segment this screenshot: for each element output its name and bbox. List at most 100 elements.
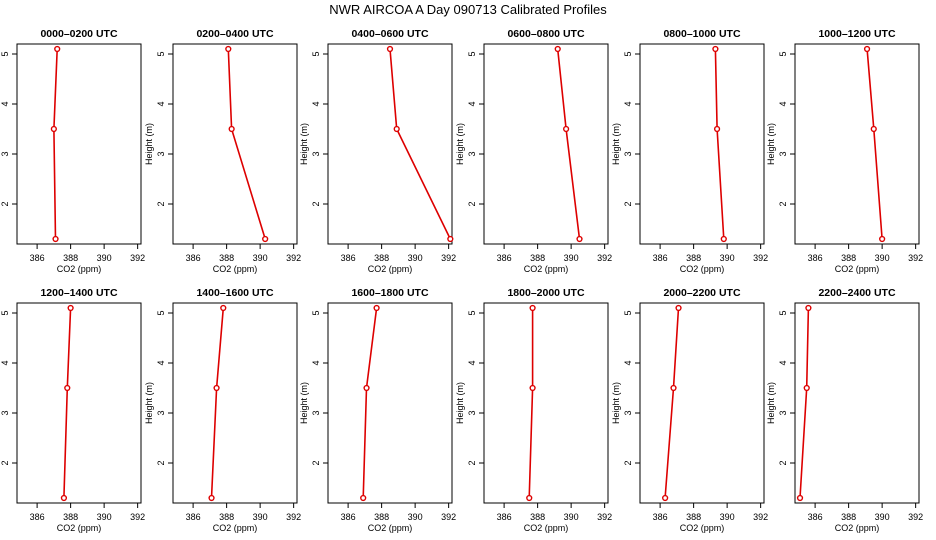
x-tick-label: 392 xyxy=(597,253,612,263)
profile-line xyxy=(799,307,810,499)
y-tick-label: 3 xyxy=(0,151,10,156)
x-tick-label: 392 xyxy=(130,512,145,522)
x-tick-label: 388 xyxy=(219,512,234,522)
y-axis-label: Height (m) xyxy=(455,123,465,165)
x-tick-label: 392 xyxy=(286,253,301,263)
data-point xyxy=(67,304,74,312)
profile-line xyxy=(664,307,680,499)
plot-frame xyxy=(639,43,765,245)
x-tick-label: 386 xyxy=(808,253,823,263)
y-tick-label: 2 xyxy=(156,460,166,465)
y-tick-label: 4 xyxy=(311,360,321,365)
data-point xyxy=(52,235,59,243)
x-axis-label: CO2 (ppm) xyxy=(213,264,258,274)
data-point xyxy=(870,125,877,133)
x-tick-label: 386 xyxy=(30,253,45,263)
data-point xyxy=(879,235,886,243)
x-tick-label: 386 xyxy=(341,512,356,522)
y-tick-label: 2 xyxy=(467,460,477,465)
y-tick-label: 3 xyxy=(311,410,321,415)
y-axis-label: Height (m) xyxy=(299,382,309,424)
x-tick-label: 390 xyxy=(720,253,735,263)
x-tick-label: 392 xyxy=(753,253,768,263)
x-tick-label: 386 xyxy=(186,253,201,263)
y-axis-label: Height (m) xyxy=(455,382,465,424)
profile-panel: 2200–2400 UTC 386 388 390 392 2 3 4 5 CO2 (ppm) He… xyxy=(766,287,923,533)
plot-frame xyxy=(327,43,453,245)
y-tick-label: 5 xyxy=(0,51,10,56)
x-tick-label: 392 xyxy=(753,512,768,522)
data-point xyxy=(863,45,871,53)
data-point xyxy=(720,235,727,243)
profile-panel: 0800–1000 UTC 386 388 390 392 2 3 4 5 CO2 (ppm) He… xyxy=(611,28,768,274)
data-point xyxy=(662,494,669,502)
x-tick-label: 392 xyxy=(908,512,923,522)
data-point xyxy=(563,125,570,133)
panel-title: 2000–2200 UTC xyxy=(663,287,740,299)
y-tick-label: 5 xyxy=(623,310,633,315)
plot-frame xyxy=(483,43,609,245)
x-axis-label: CO2 (ppm) xyxy=(368,264,413,274)
y-tick-label: 3 xyxy=(467,410,477,415)
x-tick-label: 390 xyxy=(97,253,112,263)
y-tick-label: 5 xyxy=(311,310,321,315)
panel-title: 0800–1000 UTC xyxy=(663,28,740,40)
x-tick-label: 388 xyxy=(841,253,856,263)
x-tick-label: 390 xyxy=(253,512,268,522)
profile-line xyxy=(210,307,225,499)
profile-line xyxy=(63,307,72,499)
y-tick-label: 2 xyxy=(778,460,788,465)
x-tick-label: 392 xyxy=(441,253,456,263)
x-axis-label: CO2 (ppm) xyxy=(524,264,569,274)
data-point xyxy=(220,304,227,312)
x-axis-label: CO2 (ppm) xyxy=(57,523,102,533)
x-axis-label: CO2 (ppm) xyxy=(680,264,725,274)
y-axis-label: Height (m) xyxy=(766,123,776,165)
y-tick-label: 4 xyxy=(311,101,321,106)
y-tick-label: 3 xyxy=(156,410,166,415)
data-point xyxy=(803,384,810,392)
data-point xyxy=(712,45,719,53)
y-tick-label: 4 xyxy=(467,360,477,365)
x-tick-label: 386 xyxy=(341,253,356,263)
panel-title: 0000–0200 UTC xyxy=(40,28,117,40)
profile-line xyxy=(866,48,883,240)
x-axis-label: CO2 (ppm) xyxy=(835,264,880,274)
plot-frame xyxy=(483,302,609,504)
x-axis-label: CO2 (ppm) xyxy=(680,523,725,533)
x-tick-label: 390 xyxy=(720,512,735,522)
panel-title: 0400–0600 UTC xyxy=(351,28,428,40)
panel-title: 0200–0400 UTC xyxy=(196,28,273,40)
profile-line xyxy=(362,307,378,499)
data-point xyxy=(213,384,220,392)
y-tick-label: 3 xyxy=(156,151,166,156)
y-tick-label: 2 xyxy=(623,201,633,206)
y-tick-label: 3 xyxy=(623,410,633,415)
x-tick-label: 388 xyxy=(374,253,389,263)
y-tick-label: 5 xyxy=(467,51,477,56)
x-tick-label: 388 xyxy=(530,512,545,522)
y-tick-label: 4 xyxy=(623,101,633,106)
x-axis-label: CO2 (ppm) xyxy=(835,523,880,533)
profile-panel: 2000–2200 UTC 386 388 390 392 2 3 4 5 CO2 (ppm) He… xyxy=(611,287,768,533)
y-tick-label: 2 xyxy=(0,460,10,465)
y-tick-label: 5 xyxy=(778,51,788,56)
y-axis-label: Height (m) xyxy=(766,382,776,424)
x-tick-label: 390 xyxy=(253,253,268,263)
plot-frame xyxy=(172,302,298,504)
panel-title: 1000–1200 UTC xyxy=(818,28,895,40)
plot-frame xyxy=(16,43,142,245)
data-point xyxy=(526,494,533,502)
y-tick-label: 5 xyxy=(778,310,788,315)
data-point xyxy=(576,235,583,243)
profile-line xyxy=(53,48,58,240)
y-tick-label: 2 xyxy=(0,201,10,206)
data-point xyxy=(713,125,721,133)
figure-title: NWR AIRCOA A Day 090713 Calibrated Profi… xyxy=(329,2,607,17)
x-tick-label: 386 xyxy=(653,512,668,522)
profile-line xyxy=(389,48,452,240)
x-tick-label: 390 xyxy=(875,253,890,263)
